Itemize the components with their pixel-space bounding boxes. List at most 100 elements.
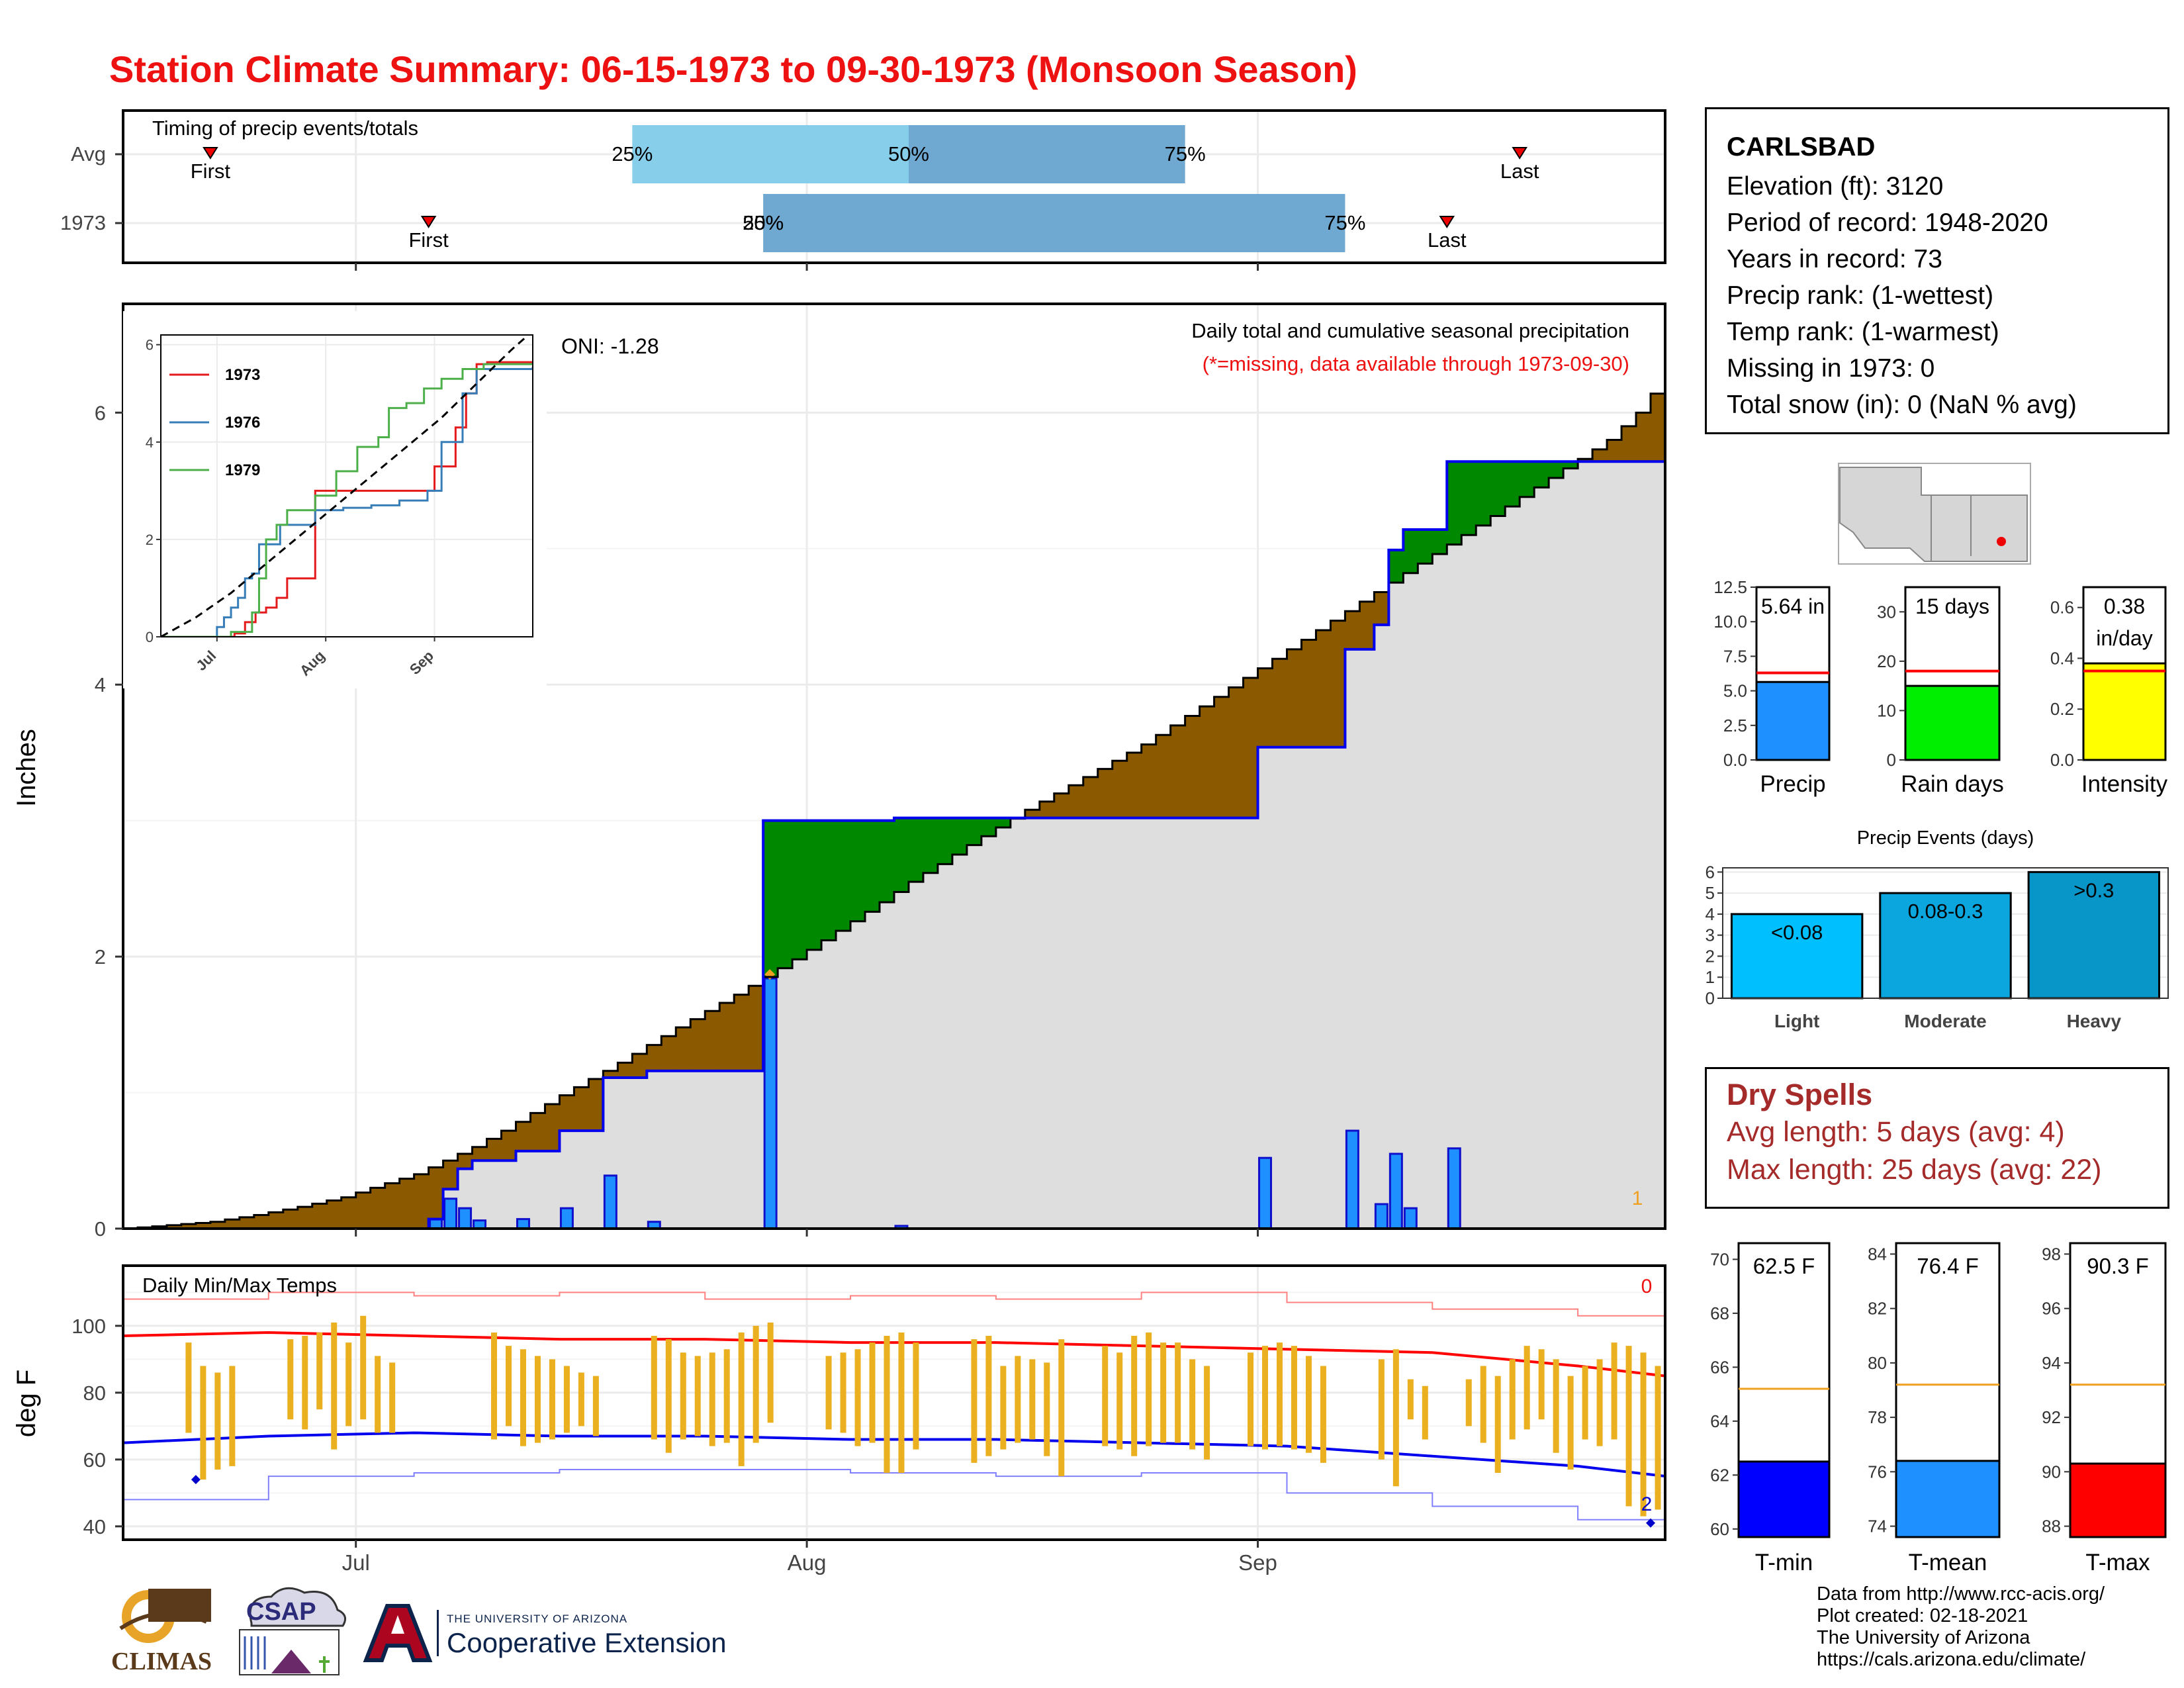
stat-bar-y-tick-label: 2.5 bbox=[1723, 716, 1747, 735]
precip-fill-below bbox=[1316, 747, 1331, 1229]
events-category-label: Moderate bbox=[1904, 1011, 1986, 1031]
precip-deficit-fill bbox=[1185, 716, 1201, 818]
precip-surplus-fill bbox=[1534, 461, 1549, 488]
precip-deficit-fill bbox=[1214, 696, 1230, 818]
precip-deficit-fill bbox=[399, 1178, 415, 1229]
precip-deficit-fill bbox=[385, 1183, 400, 1229]
record-min-marker bbox=[191, 1475, 201, 1485]
timing-percentile-label: 75% bbox=[1324, 211, 1365, 234]
precip-surplus-fill bbox=[763, 820, 778, 977]
precip-y-tick-label: 6 bbox=[95, 401, 106, 424]
events-bar-bin-label: <0.08 bbox=[1771, 921, 1823, 944]
precip-fill-below bbox=[1461, 535, 1477, 1229]
precip-fill-below bbox=[952, 855, 968, 1229]
precip-surplus-fill bbox=[850, 820, 866, 921]
inset-legend-label: 1973 bbox=[225, 366, 260, 384]
credit-university: The University of Arizona bbox=[1817, 1627, 2030, 1648]
precip-fill-below bbox=[1607, 461, 1622, 1229]
temp-panel-label: Daily Min/Max Temps bbox=[142, 1274, 337, 1297]
precip-surplus-fill bbox=[1432, 530, 1447, 555]
precip-note-title: Daily total and cumulative seasonal prec… bbox=[1191, 319, 1629, 342]
events-bar-bin-label: >0.3 bbox=[2073, 878, 2114, 902]
precip-surplus-fill bbox=[1461, 461, 1477, 536]
temp-bar-label: T-mean bbox=[1909, 1550, 1987, 1575]
credit-data-source: Data from http://www.rcc-acis.org/ bbox=[1817, 1583, 2105, 1605]
precip-surplus-fill bbox=[1418, 530, 1433, 564]
precip-fill-below bbox=[865, 912, 880, 1229]
precip-fill-below bbox=[1563, 468, 1578, 1229]
precip-note-missing: (*=missing, data available through 1973-… bbox=[1203, 352, 1629, 375]
precip-surplus-fill bbox=[1490, 461, 1506, 516]
daily-precip-bar bbox=[1388, 1152, 1403, 1229]
timing-percentile-label: 50% bbox=[888, 142, 929, 165]
precip-fill-below bbox=[1039, 818, 1055, 1229]
precip-deficit-fill bbox=[1141, 744, 1157, 818]
inset-line-1976 bbox=[161, 366, 533, 637]
avg-cumulative-line bbox=[123, 374, 1665, 1229]
events-y-tick-label: 6 bbox=[1706, 862, 1715, 882]
temp-bar-y-tick-label: 74 bbox=[1868, 1517, 1887, 1536]
precip-deficit-fill bbox=[661, 1036, 676, 1071]
precip-fill-below bbox=[1141, 818, 1157, 1229]
csap-logo: CSAP bbox=[232, 1583, 351, 1683]
precip-deficit-fill bbox=[297, 1207, 313, 1229]
daily-precip-bar bbox=[1403, 1207, 1418, 1229]
precip-fill-below bbox=[749, 1070, 764, 1229]
precip-fill-below bbox=[1359, 649, 1375, 1229]
dry-spells-box: Dry Spells Avg length: 5 days (avg: 4) M… bbox=[1705, 1067, 2169, 1209]
precip-deficit-fill bbox=[443, 1160, 459, 1190]
events-bar bbox=[1730, 913, 1864, 1000]
precip-fill-below bbox=[1243, 818, 1259, 1229]
temp-x-tick-label: Sep bbox=[1238, 1550, 1277, 1575]
precip-fill-below bbox=[1578, 461, 1593, 1229]
precip-deficit-fill bbox=[1068, 785, 1084, 818]
precip-fill-below bbox=[1199, 818, 1215, 1229]
stat-bar-value-unit: in/day bbox=[2096, 626, 2152, 650]
precip-deficit-fill bbox=[1257, 668, 1273, 747]
timing-panel-label: Timing of precip events/totals bbox=[152, 117, 418, 140]
precip-surplus-fill bbox=[1388, 549, 1404, 583]
precip-surplus-fill bbox=[1403, 530, 1418, 573]
precip-fill-below bbox=[486, 1160, 502, 1229]
precip-deficit-fill bbox=[690, 1019, 705, 1071]
precip-deficit-fill bbox=[1592, 449, 1608, 462]
precip-fill-below bbox=[1024, 818, 1040, 1229]
temp-bar-y-tick-label: 64 bbox=[1710, 1411, 1729, 1431]
temp-y-tick-label: 100 bbox=[71, 1315, 106, 1338]
precip-fill-below bbox=[516, 1150, 531, 1229]
precip-deficit-fill bbox=[355, 1192, 371, 1229]
temp-bar-label: T-min bbox=[1755, 1550, 1813, 1575]
inset-average-line bbox=[161, 335, 530, 637]
temp-bar-value: 76.4 F bbox=[1917, 1254, 1979, 1278]
cumulative-1973-line bbox=[123, 460, 1665, 1229]
precip-deficit-fill bbox=[1330, 620, 1345, 747]
temp-bar-y-tick-label: 88 bbox=[2042, 1517, 2061, 1536]
precip-deficit-fill bbox=[1316, 630, 1331, 747]
precip-deficit-fill bbox=[1636, 412, 1651, 462]
precip-deficit-fill bbox=[268, 1212, 284, 1229]
daily-precip-bar bbox=[1258, 1156, 1273, 1229]
inset-y-tick-label: 6 bbox=[146, 337, 154, 353]
daily-precip-bar bbox=[603, 1174, 617, 1229]
precip-deficit-fill bbox=[647, 1045, 662, 1071]
precip-surplus-fill bbox=[1563, 461, 1578, 469]
temp-avg-max-line bbox=[123, 1331, 1665, 1378]
precip-fill-below bbox=[1636, 461, 1651, 1229]
temp-bar-y-tick-label: 82 bbox=[1868, 1299, 1887, 1319]
temp-bar-y-tick-label: 96 bbox=[2042, 1299, 2061, 1319]
temp-bar-y-tick-label: 70 bbox=[1710, 1249, 1729, 1269]
temp-bar-y-tick-label: 84 bbox=[1868, 1244, 1887, 1264]
precip-fill-below bbox=[1490, 516, 1506, 1229]
precip-fill-below bbox=[836, 931, 851, 1229]
temp-avg-min-line bbox=[123, 1431, 1665, 1478]
precip-y-tick-label: 2 bbox=[95, 945, 106, 968]
precip-deficit-fill bbox=[545, 1104, 560, 1151]
precip-deficit-fill bbox=[428, 1167, 444, 1219]
precip-surplus-fill bbox=[923, 818, 938, 873]
precip-fill-below bbox=[1651, 461, 1665, 1229]
precip-fill-below bbox=[1010, 818, 1026, 1229]
temp-bar bbox=[2069, 1462, 2167, 1538]
events-category-label: Light bbox=[1774, 1011, 1819, 1031]
precip-fill-below bbox=[1112, 818, 1128, 1229]
precip-fill-below bbox=[1403, 573, 1418, 1229]
